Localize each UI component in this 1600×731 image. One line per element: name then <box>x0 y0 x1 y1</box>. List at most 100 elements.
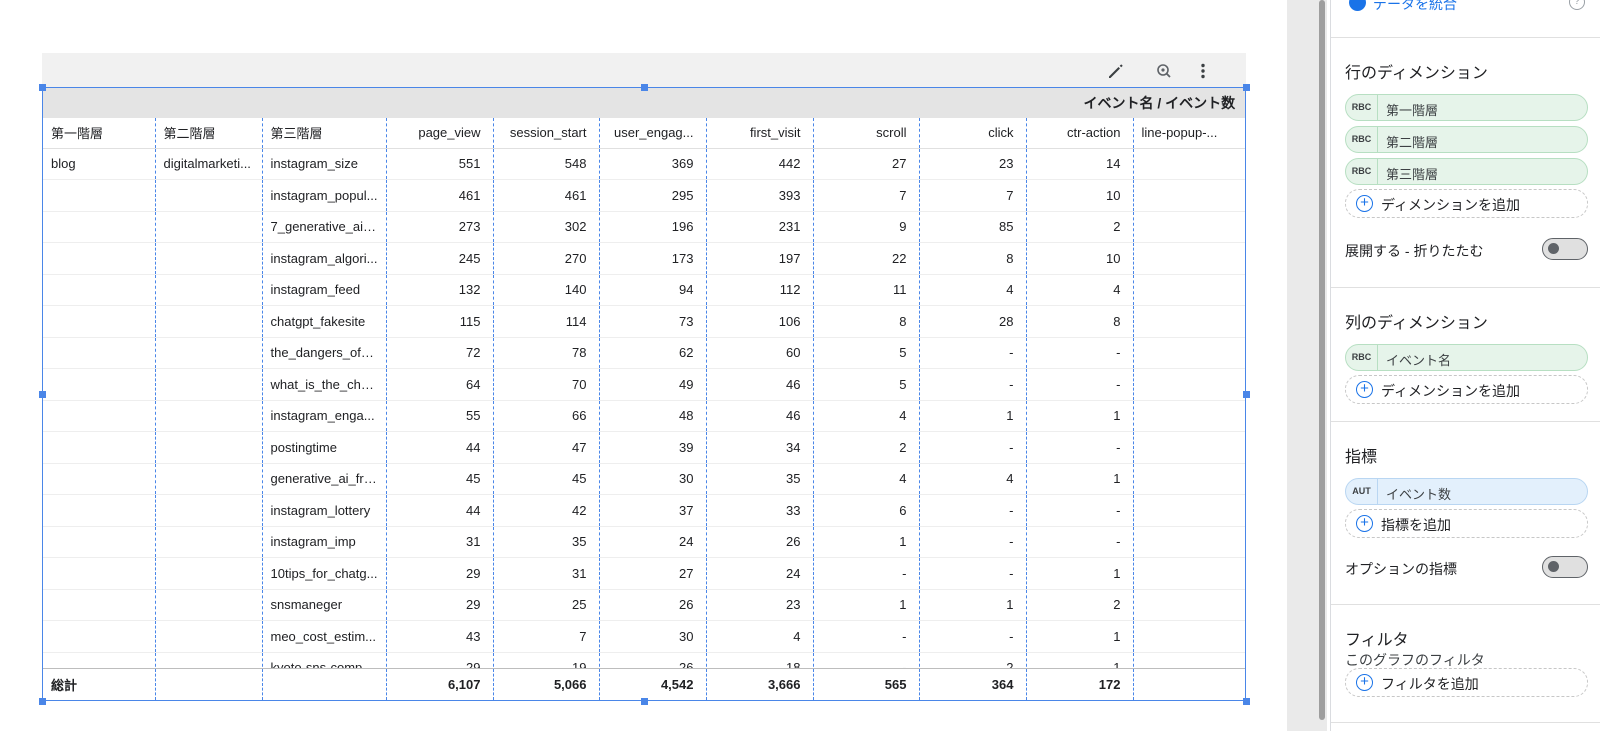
metric-cell: 197 <box>706 242 814 275</box>
header-level2[interactable]: 第二階層 <box>155 118 263 149</box>
metric-cell: 1 <box>1133 463 1245 495</box>
optional-metrics-toggle[interactable] <box>1542 556 1588 578</box>
level2-cell <box>155 274 263 306</box>
header-ctr-action[interactable]: ctr-action <box>1026 118 1134 149</box>
level2-cell <box>155 400 263 432</box>
filter-section: フィルタ このグラフのフィルタ + フィルタを追加 <box>1331 605 1600 723</box>
scrollbar[interactable] <box>1319 0 1325 720</box>
resize-handle[interactable] <box>1243 391 1250 398</box>
level3-cell: what_is_the_cha... <box>262 368 387 401</box>
metric-cell: 2 <box>1026 589 1134 621</box>
level3-cell: generative_ai_fra... <box>262 463 387 495</box>
header-click[interactable]: click <box>919 118 1027 149</box>
header-level1[interactable]: 第一階層 <box>43 118 156 149</box>
totals-label: 総計 <box>43 669 156 700</box>
add-metric-button[interactable]: + 指標を追加 <box>1345 509 1588 538</box>
blend-data-link[interactable]: データを統合 <box>1373 0 1457 12</box>
metric-cell: 37 <box>599 494 707 527</box>
metric-cell: 245 <box>386 242 494 275</box>
help-icon[interactable]: ? <box>1569 0 1585 10</box>
properties-panel: データを統合 ? 行のディメンション RBC 第一階層 RBC 第二階層 RBC… <box>1330 0 1600 731</box>
metric-cell: 6 <box>813 494 920 527</box>
add-filter-label: フィルタを追加 <box>1381 676 1479 692</box>
resize-handle[interactable] <box>641 698 648 705</box>
metric-cell: 31 <box>493 557 600 590</box>
level2-cell <box>155 179 263 212</box>
pivot-table-chart[interactable]: イベント名 / イベント数 第一階層 第二階層 第三階層 page_view s… <box>42 87 1246 701</box>
level1-cell <box>43 400 156 432</box>
level3-cell: instagram_imp <box>262 526 387 558</box>
header-line-popup[interactable]: line-popup-... <box>1133 118 1245 149</box>
level2-cell <box>155 620 263 653</box>
metric-cell: 140 <box>493 274 600 306</box>
metric-cell: 24 <box>706 557 814 590</box>
more-vert-icon[interactable] <box>1193 61 1213 81</box>
level1-cell <box>43 211 156 243</box>
level1-cell <box>43 557 156 590</box>
zoom-icon[interactable] <box>1154 61 1174 81</box>
level3-cell: instagram_feed <box>262 274 387 306</box>
metric-cell: 273 <box>386 211 494 243</box>
resize-handle[interactable] <box>1243 698 1250 705</box>
resize-handle[interactable] <box>39 391 46 398</box>
metric-cell: 1 <box>1026 557 1134 590</box>
resize-handle[interactable] <box>39 698 46 705</box>
metric-cell: 369 <box>599 148 707 180</box>
header-level3[interactable]: 第三階層 <box>262 118 387 149</box>
resize-handle[interactable] <box>39 84 46 91</box>
header-page-view[interactable]: page_view <box>386 118 494 149</box>
metric-cell: - <box>1026 526 1134 558</box>
header-session-start[interactable]: session_start <box>493 118 600 149</box>
header-scroll[interactable]: scroll <box>813 118 920 149</box>
metric-cell: - <box>919 526 1027 558</box>
blend-icon[interactable] <box>1349 0 1366 11</box>
metric-cell: 548 <box>493 148 600 180</box>
metric-cell: - <box>1133 431 1245 464</box>
metric-cell: 22 <box>813 242 920 275</box>
expand-collapse-toggle[interactable] <box>1542 238 1588 260</box>
dimension-type-tag: RBC <box>1346 95 1378 120</box>
level2-cell <box>155 431 263 464</box>
totals-empty <box>155 669 263 700</box>
add-column-dimension-button[interactable]: + ディメンションを追加 <box>1345 375 1588 404</box>
chart-toolbar <box>42 53 1246 87</box>
metric-cell: 44 <box>386 431 494 464</box>
row-dimension-chip[interactable]: RBC 第二階層 <box>1345 126 1588 153</box>
metric-cell: 47 <box>493 431 600 464</box>
metric-type-tag: AUT <box>1346 479 1378 504</box>
pencil-icon[interactable] <box>1106 61 1126 81</box>
column-dimension-chip[interactable]: RBC イベント名 <box>1345 344 1588 371</box>
metric-cell: 8 <box>919 242 1027 275</box>
metric-cell: 1 <box>919 589 1027 621</box>
table-row: instagram_feed1321409411211444 <box>43 274 1245 306</box>
metric-cell: 10 <box>1026 179 1134 212</box>
add-row-dimension-button[interactable]: + ディメンションを追加 <box>1345 189 1588 218</box>
metric-chip[interactable]: AUT イベント数 <box>1345 478 1588 505</box>
metric-cell: 4 <box>1133 274 1245 306</box>
add-circle-icon: + <box>1356 195 1373 212</box>
metric-cell: - <box>1133 526 1245 558</box>
add-filter-button[interactable]: + フィルタを追加 <box>1345 668 1588 697</box>
metric-cell: 270 <box>493 242 600 275</box>
header-first-visit[interactable]: first_visit <box>706 118 814 149</box>
column-dimensions-title: 列のディメンション <box>1345 315 1488 332</box>
metric-cell: 2 <box>813 431 920 464</box>
table-row: chatgpt_fakesite1151147310682887 <box>43 305 1245 338</box>
row-dimension-chip[interactable]: RBC 第一階層 <box>1345 94 1588 121</box>
header-user-engagement[interactable]: user_engag... <box>599 118 707 149</box>
level2-cell <box>155 494 263 527</box>
metric-cell: - <box>1133 337 1245 369</box>
row-dimension-chip[interactable]: RBC 第三階層 <box>1345 158 1588 185</box>
metric-cell: 30 <box>599 620 707 653</box>
metric-cell: 66 <box>493 400 600 432</box>
metric-cell: 461 <box>493 179 600 212</box>
metric-cell: 173 <box>599 242 707 275</box>
metric-cell: - <box>919 337 1027 369</box>
metric-cell: 1 <box>1133 589 1245 621</box>
metric-cell: 73 <box>599 305 707 338</box>
metric-cell: - <box>813 620 920 653</box>
resize-handle[interactable] <box>1243 84 1250 91</box>
resize-handle[interactable] <box>641 84 648 91</box>
pivot-table: イベント名 / イベント数 第一階層 第二階層 第三階層 page_view s… <box>43 88 1245 700</box>
row-dimension-label: 第二階層 <box>1386 135 1439 150</box>
